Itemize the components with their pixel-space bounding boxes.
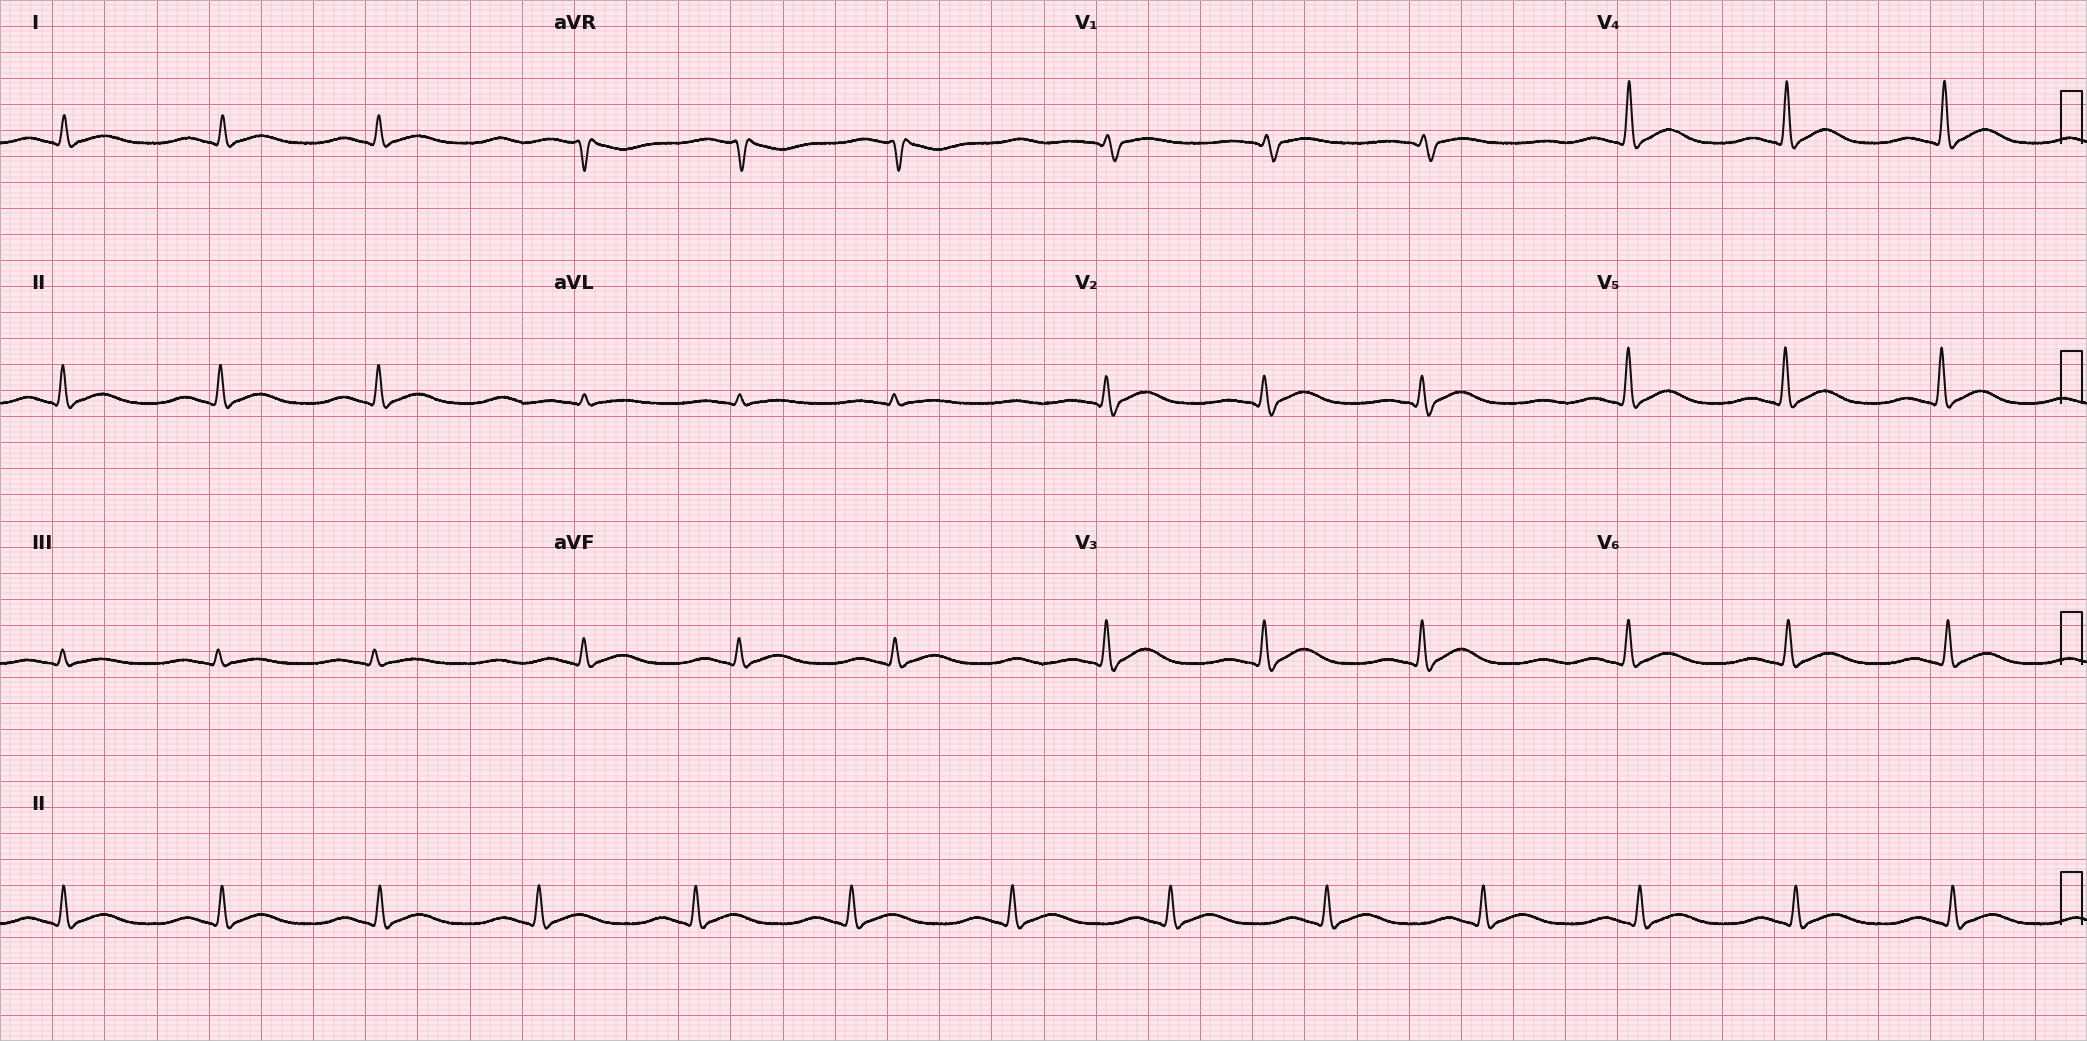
Text: II: II — [31, 794, 46, 814]
Text: I: I — [31, 14, 38, 33]
Text: aVF: aVF — [553, 534, 595, 554]
Text: aVL: aVL — [553, 274, 593, 294]
Text: II: II — [31, 274, 46, 294]
Text: V₆: V₆ — [1597, 534, 1620, 554]
Text: V₅: V₅ — [1597, 274, 1620, 294]
Text: V₂: V₂ — [1075, 274, 1098, 294]
Text: V₁: V₁ — [1075, 14, 1098, 33]
Text: aVR: aVR — [553, 14, 597, 33]
Text: III: III — [31, 534, 52, 554]
Text: V₄: V₄ — [1597, 14, 1620, 33]
Text: V₃: V₃ — [1075, 534, 1098, 554]
